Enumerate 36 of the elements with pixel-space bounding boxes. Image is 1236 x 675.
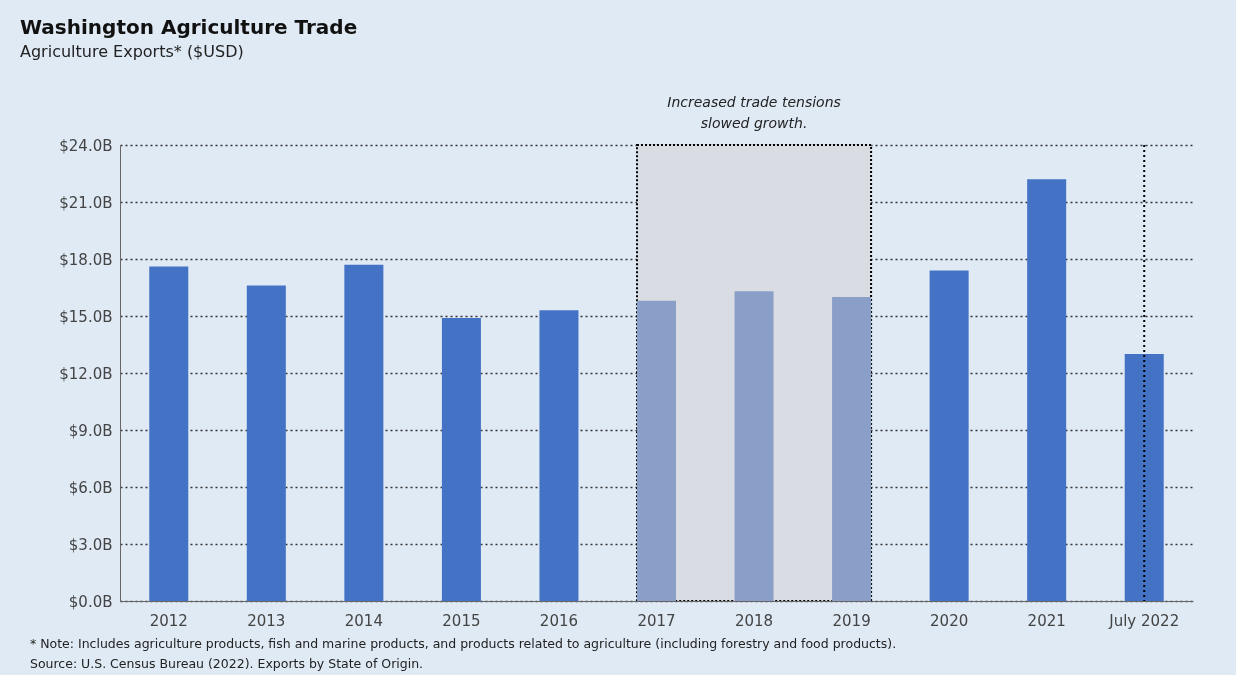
text: * Note: Includes agriculture products, fish and marine products, and products related to agriculture (including forestry and food products). [30, 635, 897, 653]
y-tick-label: $12.0B [59, 364, 113, 383]
y-tick-label: $9.0B [68, 421, 113, 440]
chart-subtitle: Agriculture Exports* ($USD) [20, 42, 244, 61]
x-tick-label: 2021 [1027, 611, 1066, 630]
x-tick-label: 2020 [930, 611, 969, 630]
x-tick-label: 2016 [539, 611, 579, 630]
chart-title: Washington Agriculture Trade [20, 15, 358, 39]
x-tick-label: 2014 [344, 611, 383, 630]
y-tick-label: $6.0B [68, 478, 113, 497]
x-tick-label: 2015 [442, 611, 481, 630]
x-tick-label: 2012 [149, 611, 188, 630]
bar [1124, 354, 1164, 601]
y-tick-label: $15.0B [59, 307, 113, 326]
y-tick-label: $3.0B [68, 535, 113, 554]
y-tick-label: $21.0B [59, 193, 113, 212]
bar [149, 266, 189, 601]
bar [344, 264, 384, 601]
y-tick-label: $18.0B [59, 250, 113, 269]
x-tick-label: 2018 [734, 611, 774, 630]
bar [636, 300, 677, 601]
bar [1027, 179, 1067, 601]
bar [929, 270, 969, 601]
y-tick-label: $24.0B [59, 136, 113, 155]
source-note: Source: U.S. Census Bureau (2022). Exports by State of Origin. [30, 655, 425, 673]
x-tick-label: 2019 [832, 611, 871, 630]
bar [539, 310, 579, 601]
x-tick-label: 2017 [637, 611, 676, 630]
band-label: Increased trade tensions slowed growth. [667, 94, 841, 131]
x-tick-label: 2013 [247, 611, 286, 630]
x-tick-label: July 2022 [1108, 611, 1180, 630]
bar [832, 297, 872, 601]
bar [734, 291, 774, 601]
y-tick-label: $0.0B [68, 592, 113, 611]
bar [246, 285, 286, 601]
bar [441, 317, 481, 601]
